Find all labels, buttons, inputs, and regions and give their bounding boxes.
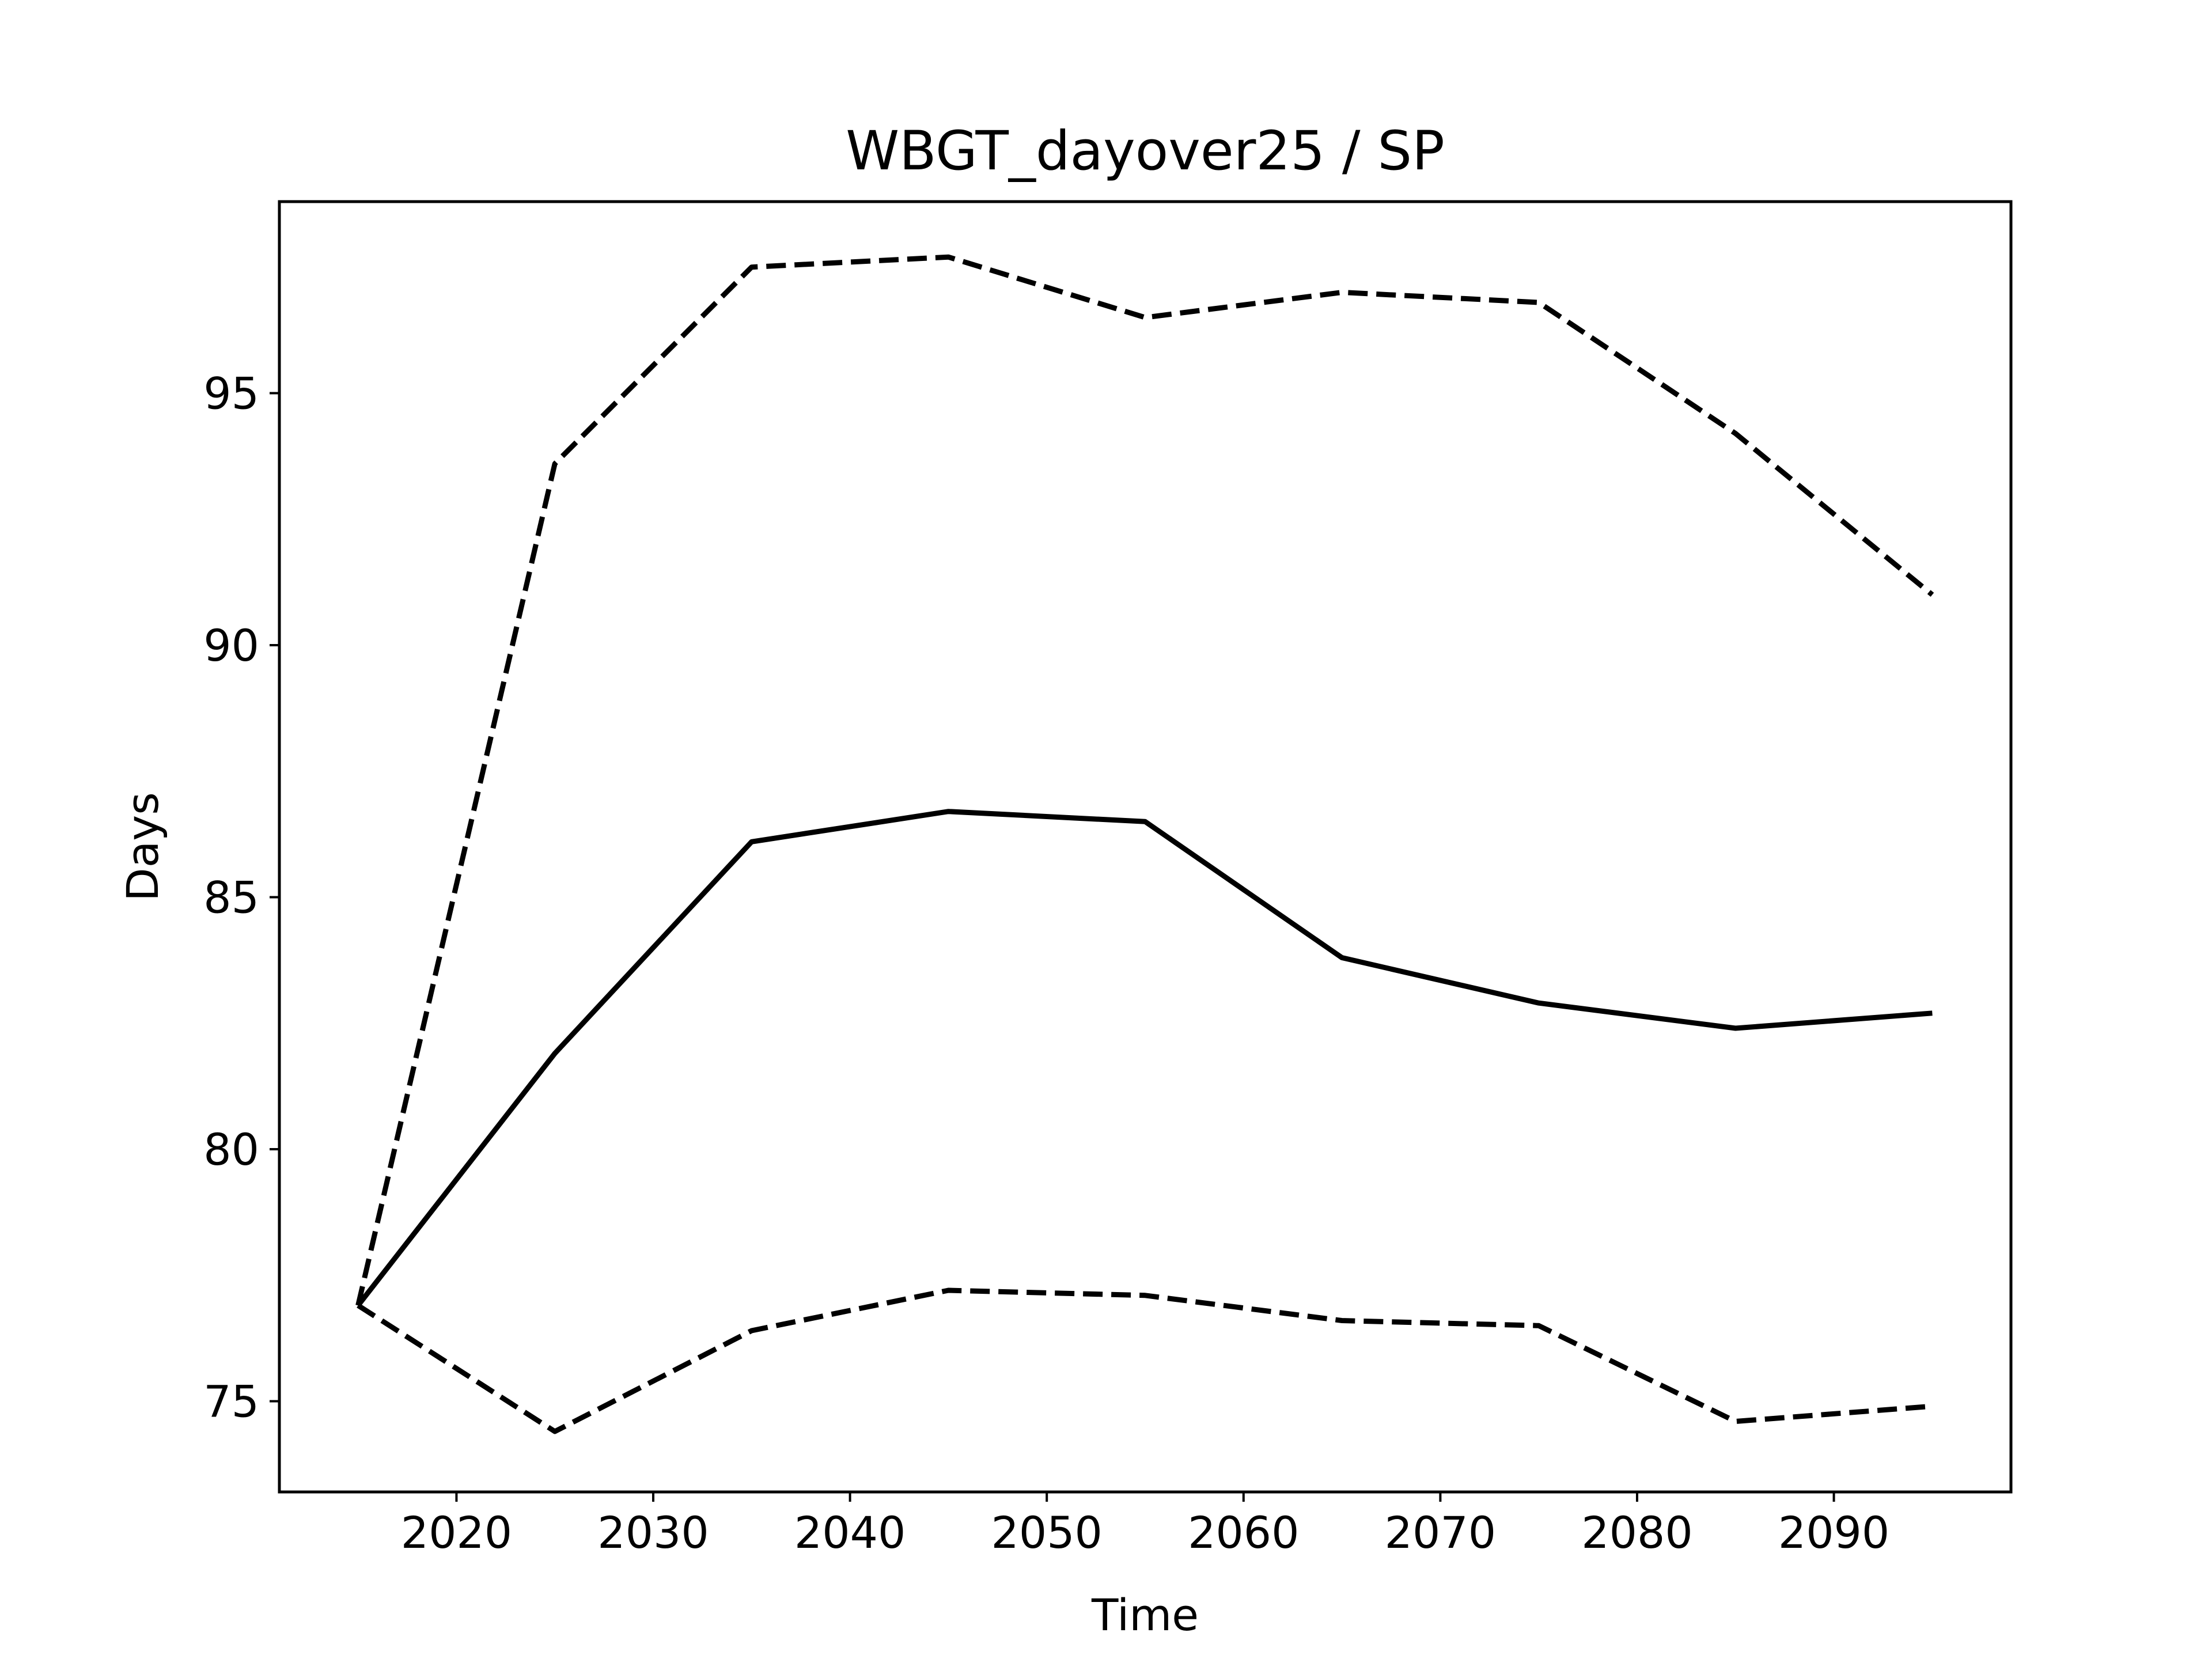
y-tick-label: 95 xyxy=(203,368,259,419)
x-tick-label: 2090 xyxy=(1778,1507,1889,1558)
series-line-2 xyxy=(355,254,1934,1306)
plot-frame xyxy=(278,200,2013,1494)
x-tick-label: 2050 xyxy=(991,1507,1102,1558)
x-tick-label: 2060 xyxy=(1188,1507,1299,1558)
series-layer xyxy=(355,254,1934,1434)
chart-title: WBGT_dayover25 / SP xyxy=(846,120,1445,183)
x-tick-label: 2040 xyxy=(794,1507,906,1558)
y-tick-label: 90 xyxy=(203,620,259,671)
x-tick-label: 2070 xyxy=(1385,1507,1496,1558)
y-axis-label: Days xyxy=(117,792,168,902)
x-tick-label: 2020 xyxy=(401,1507,512,1558)
y-tick-label: 85 xyxy=(203,872,259,923)
x-tick-label: 2080 xyxy=(1581,1507,1692,1558)
series-line-3 xyxy=(357,1287,1933,1434)
y-tick-label: 75 xyxy=(203,1376,259,1427)
y-axis: 75 80 85 90 95 xyxy=(203,368,279,1427)
x-tick-label: 2030 xyxy=(597,1507,709,1558)
y-tick-label: 80 xyxy=(203,1124,259,1175)
series-line-1 xyxy=(356,809,1933,1307)
x-axis-label: Time xyxy=(1091,1589,1199,1641)
x-axis: 2020 2030 2040 2050 2060 2070 2080 2090 xyxy=(401,1492,1889,1558)
